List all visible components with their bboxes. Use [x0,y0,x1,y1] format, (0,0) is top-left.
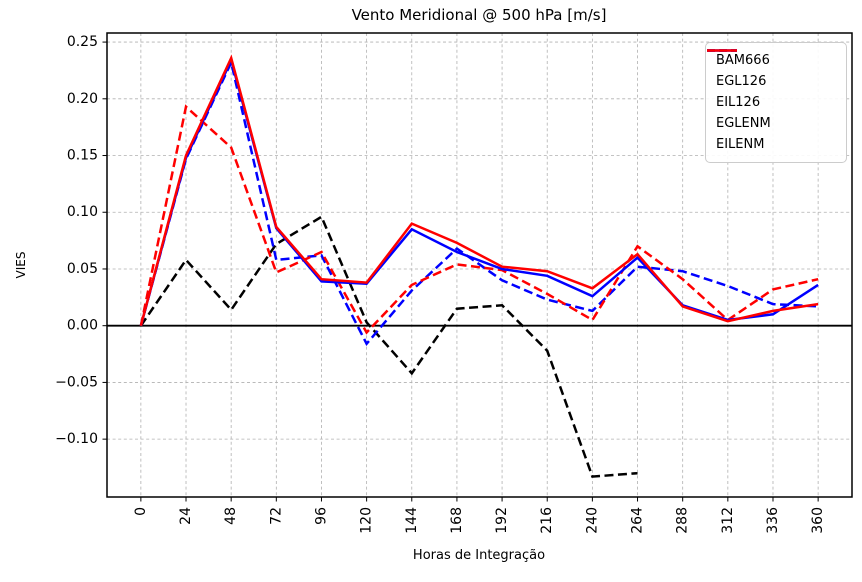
x-tick-label: 48 [223,507,239,525]
legend-label: EGL126 [716,74,767,89]
legend-label: EIL126 [716,95,761,110]
x-tick-label: 120 [359,507,375,534]
y-tick-label: 0.05 [67,261,98,277]
legend-item-eglenm: EGLENM [707,49,836,131]
series-line-egl126 [139,58,819,347]
plot-area [106,32,853,498]
x-axis-label: Horas de Integração [412,548,546,563]
y-tick-label: 0.00 [67,318,98,334]
legend-item-eilenm: EILENM [707,49,836,152]
legend-label: BAM666 [716,53,770,68]
x-tick-label: 288 [675,507,691,534]
y-tick-labels: 0.25 0.20 0.15 0.10 0.05 0.00 −0.05 −0.10 [55,34,98,447]
legend-item-egl126: EGL126 [707,49,836,89]
x-tick-label: 336 [765,507,781,534]
x-tick-label: 216 [539,507,555,534]
x-tick-label: 0 [133,507,149,516]
y-tick-label: −0.10 [55,431,98,447]
y-tick-label: 0.10 [67,204,98,220]
x-tick-label: 72 [268,507,284,525]
x-tick-label: 312 [720,507,736,534]
x-tick-label: 360 [810,507,826,534]
x-tick-label: 240 [584,507,600,534]
series-line-eil126 [139,104,819,335]
x-tick-label: 24 [178,507,194,525]
y-axis-label: VIES [14,251,28,279]
chart-title: Vento Meridional @ 500 hPa [m/s] [351,6,607,24]
legend-line-sample [707,49,737,52]
y-tick-label: −0.05 [55,374,98,390]
legend: BAM666 EGL126 EIL126 EGLENM EILENM [705,42,847,163]
x-tick-label: 264 [630,507,646,534]
x-tick-label: 144 [404,507,420,534]
x-tick-label: 192 [494,507,510,534]
x-tick-labels: 0 24 48 72 96 120 144 168 192 216 240 264 288 312 336 3… [133,507,826,534]
series-line-bam666 [139,214,638,478]
y-tick-label: 0.25 [67,34,98,50]
y-tick-label: 0.15 [67,148,98,164]
legend-item-eil126: EIL126 [707,49,836,110]
y-tick-label: 0.20 [67,91,98,107]
legend-label: EGLENM [716,116,771,131]
gridlines [107,33,852,497]
x-tick-label: 96 [313,507,329,525]
x-tick-label: 168 [449,507,465,534]
series-line-eilenm [139,54,819,327]
tick-marks [102,41,819,502]
legend-label: EILENM [716,137,765,152]
